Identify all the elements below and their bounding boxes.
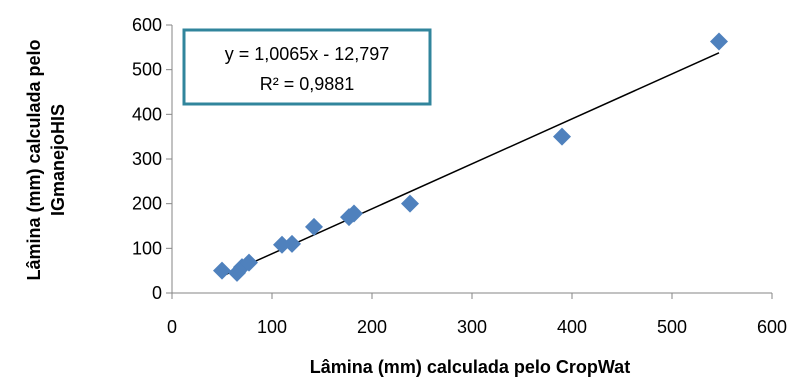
- x-tick-label: 0: [167, 317, 177, 337]
- x-tick-label: 400: [557, 317, 587, 337]
- r-squared-label: R² = 0,9881: [260, 74, 355, 94]
- y-tick-label: 100: [132, 238, 162, 258]
- y-tick-label: 200: [132, 194, 162, 214]
- x-tick-label: 600: [757, 317, 787, 337]
- y-tick-label: 300: [132, 149, 162, 169]
- data-point: [710, 32, 728, 51]
- x-axis-title: Lâmina (mm) calculada pelo CropWat: [310, 357, 630, 377]
- x-tick-label: 200: [357, 317, 387, 337]
- data-point: [305, 217, 323, 236]
- y-tick-label: 400: [132, 104, 162, 124]
- y-tick-label: 600: [132, 15, 162, 35]
- annotation-box: [182, 28, 432, 106]
- x-tick-label: 500: [657, 317, 687, 337]
- y-tick-label: 500: [132, 60, 162, 80]
- y-axis-title-line-1: Lâmina (mm) calculada pelo: [24, 39, 44, 280]
- y-axis-title: Lâmina (mm) calculada pelo IGmanejoHIS: [24, 39, 68, 280]
- x-tick-label: 300: [457, 317, 487, 337]
- data-point: [213, 261, 231, 280]
- data-point: [283, 234, 301, 253]
- data-point: [553, 127, 571, 146]
- y-tick-label: 0: [152, 283, 162, 303]
- x-tick-label: 100: [257, 317, 287, 337]
- trendline-annotation: y = 1,0065x - 12,797 R² = 0,9881: [182, 28, 432, 106]
- data-point: [273, 235, 291, 254]
- y-axis-title-line-2: IGmanejoHIS: [48, 104, 68, 216]
- plot-area: 0 100 200 300 400 500 600 0 100 200 300 400 500 600: [132, 15, 787, 337]
- data-point: [240, 253, 258, 272]
- data-point: [345, 204, 363, 223]
- trendline: [221, 52, 720, 277]
- trendline-equation: y = 1,0065x - 12,797: [225, 44, 390, 64]
- data-point: [401, 194, 419, 213]
